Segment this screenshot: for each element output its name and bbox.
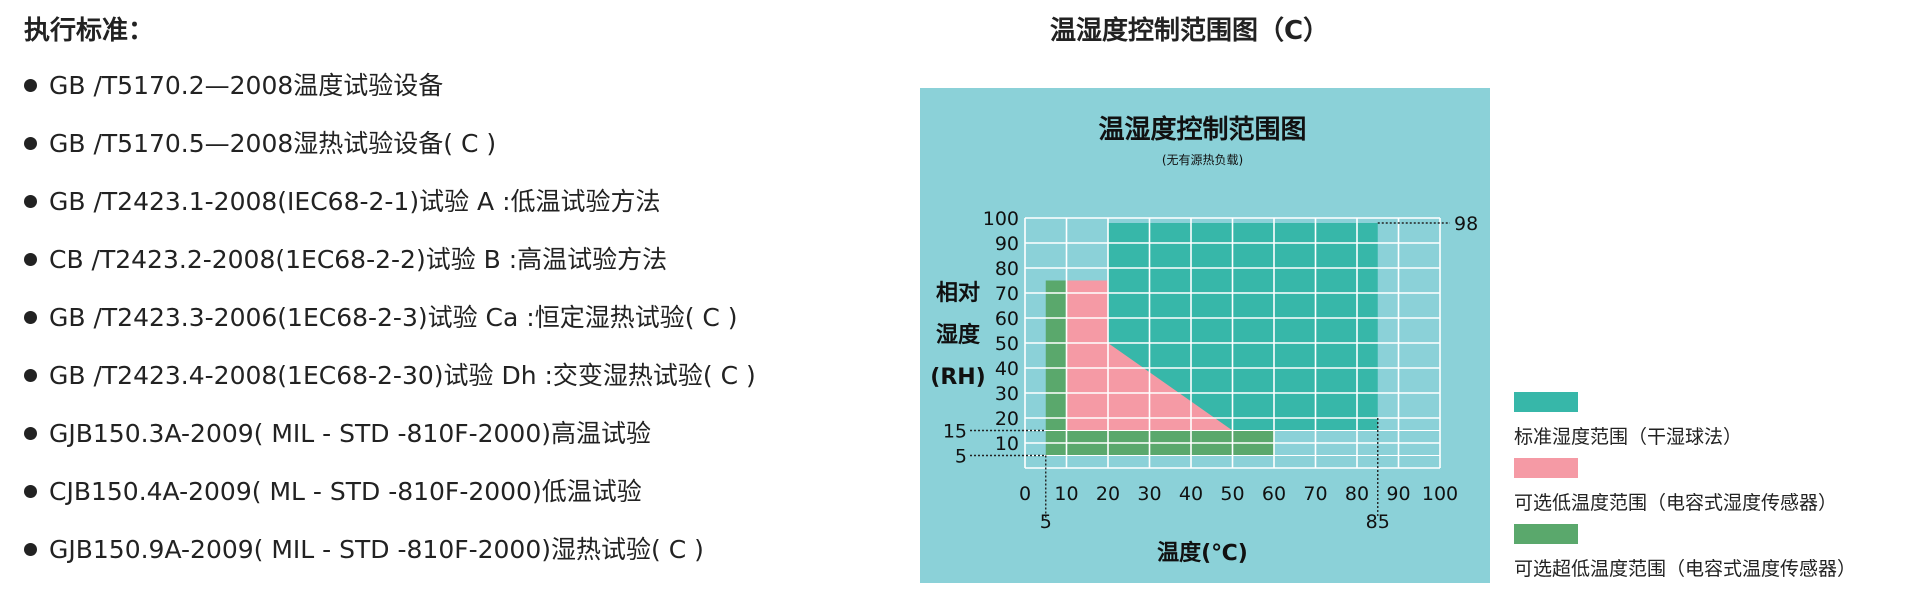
y-tick-label: 30 <box>995 383 1019 405</box>
standard-text: CB /T2423.2-2008(1EC68-2-2)试验 B :高温试验方法 <box>49 245 668 274</box>
standard-text: GB /T5170.5—2008湿热试验设备( C ) <box>49 129 497 158</box>
x-axis-label: 温度(℃) <box>1157 540 1248 566</box>
standard-item: GB /T2423.4-2008(1EC68-2-30)试验 Dh :交变湿热试… <box>24 356 924 414</box>
standard-text: GB /T2423.3-2006(1EC68-2-3)试验 Ca :恒定湿热试验… <box>49 303 738 332</box>
x-tick-label: 80 <box>1345 483 1369 505</box>
y-tick-label: 50 <box>995 333 1019 355</box>
annotation-label-y: 15 <box>943 421 967 443</box>
legend-swatch <box>1514 392 1578 412</box>
y-tick-label: 20 <box>995 408 1019 430</box>
standard-text: GJB150.3A-2009( MIL - STD -810F-2000)高温试… <box>49 419 652 448</box>
x-tick-label: 40 <box>1179 483 1203 505</box>
annotation-label-y: 5 <box>955 446 967 468</box>
legend-swatch <box>1514 458 1578 478</box>
annotation-label-x: 5 <box>1040 511 1052 533</box>
annotation-label-x: 85 <box>1366 511 1390 533</box>
standard-item: CB /T2423.2-2008(1EC68-2-2)试验 B :高温试验方法 <box>24 240 924 298</box>
standard-item: GB /T2423.3-2006(1EC68-2-3)试验 Ca :恒定湿热试验… <box>24 298 924 356</box>
y-tick-label: 40 <box>995 358 1019 380</box>
bullet-icon <box>24 542 37 556</box>
y-tick-label: 80 <box>995 258 1019 280</box>
y-tick-label: 90 <box>995 233 1019 255</box>
x-tick-label: 10 <box>1054 483 1078 505</box>
standard-item: GB /T2423.1-2008(IEC68-2-1)试验 A :低温试验方法 <box>24 182 924 240</box>
bullet-icon <box>24 310 37 324</box>
area-series-3 <box>1045 280 1274 456</box>
legend-label: 标准湿度范围（干湿球法） <box>1514 426 1743 448</box>
y-tick-label: 100 <box>983 208 1019 230</box>
bullet-icon <box>24 426 37 440</box>
x-tick-label: 20 <box>1096 483 1120 505</box>
control-range-chart: 温湿度控制范围图 (无有源热负载) 10 20 30 40 50 60 70 80 90 100 0 10… <box>920 88 1490 583</box>
standard-text: GB /T2423.4-2008(1EC68-2-30)试验 Dh :交变湿热试… <box>49 361 756 390</box>
bullet-icon <box>24 78 37 92</box>
standard-item: GB /T5170.2—2008温度试验设备 <box>24 66 924 124</box>
chart-title: 温湿度控制范围图 <box>1098 114 1306 145</box>
bullet-icon <box>24 484 37 498</box>
y-tick-label: 60 <box>995 308 1019 330</box>
y-axis-label: 相对 <box>936 281 980 306</box>
bullet-icon <box>24 368 37 382</box>
bullet-icon <box>24 136 37 150</box>
standard-text: GB /T2423.1-2008(IEC68-2-1)试验 A :低温试验方法 <box>49 187 661 216</box>
y-tick-label: 70 <box>995 283 1019 305</box>
x-tick-label: 60 <box>1262 483 1286 505</box>
y-axis-label: 湿度 <box>936 322 981 348</box>
chart-section-title: 温湿度控制范围图（C） <box>1050 16 1330 46</box>
x-tick-label: 50 <box>1220 483 1244 505</box>
x-tick-label: 70 <box>1303 483 1327 505</box>
x-tick-label: 100 <box>1422 483 1458 505</box>
bullet-icon <box>24 252 37 266</box>
x-tick-label: 0 <box>1019 483 1031 505</box>
standard-item: GJB150.3A-2009( MIL - STD -810F-2000)高温试… <box>24 414 924 472</box>
standard-text: GJB150.9A-2009( MIL - STD -810F-2000)湿热试… <box>49 535 704 564</box>
standard-text: CJB150.4A-2009( ML - STD -810F-2000)低温试验 <box>49 477 642 506</box>
standard-item: CJB150.4A-2009( ML - STD -810F-2000)低温试验 <box>24 472 924 530</box>
area-series-1 <box>1108 223 1378 431</box>
chart-subtitle: (无有源热负载) <box>1162 153 1243 167</box>
standards-section: 执行标准： GB /T5170.2—2008温度试验设备 GB /T5170.5… <box>24 18 924 588</box>
bullet-icon <box>24 194 37 208</box>
x-tick-label: 90 <box>1386 483 1410 505</box>
legend-swatch <box>1514 524 1578 544</box>
legend-label: 可选低温度范围（电容式湿度传感器） <box>1514 492 1838 514</box>
annotation-label-y: 98 <box>1454 213 1478 235</box>
standards-heading: 执行标准： <box>24 16 155 46</box>
y-tick-label: 10 <box>995 433 1019 455</box>
x-tick-label: 30 <box>1137 483 1161 505</box>
standard-text: GB /T5170.2—2008温度试验设备 <box>49 71 444 100</box>
y-axis-label: (RH) <box>930 365 985 390</box>
standard-item: GB /T5170.5—2008湿热试验设备( C ) <box>24 124 924 182</box>
standard-item: GJB150.9A-2009( MIL - STD -810F-2000)湿热试… <box>24 530 924 588</box>
standards-list: GB /T5170.2—2008温度试验设备 GB /T5170.5—2008湿… <box>24 66 924 588</box>
legend-label: 可选超低温度范围（电容式温度传感器） <box>1514 558 1857 580</box>
